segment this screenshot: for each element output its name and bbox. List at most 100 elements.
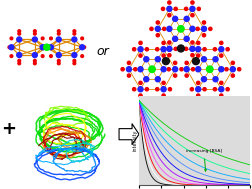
Circle shape <box>126 67 131 72</box>
Circle shape <box>168 88 171 91</box>
Circle shape <box>155 21 159 24</box>
Circle shape <box>219 54 222 57</box>
Circle shape <box>177 45 184 52</box>
Circle shape <box>196 47 200 50</box>
Circle shape <box>196 7 200 10</box>
Circle shape <box>161 81 165 84</box>
Circle shape <box>9 45 14 50</box>
Circle shape <box>195 87 200 92</box>
Circle shape <box>212 88 216 91</box>
Circle shape <box>145 48 148 51</box>
Circle shape <box>190 41 193 44</box>
Circle shape <box>10 55 13 57</box>
Circle shape <box>72 53 77 57</box>
Circle shape <box>208 27 211 30</box>
Circle shape <box>155 26 160 31</box>
Circle shape <box>189 46 194 51</box>
Circle shape <box>189 26 194 31</box>
Circle shape <box>8 46 11 49</box>
Text: or: or <box>96 45 108 57</box>
Circle shape <box>80 37 83 40</box>
Circle shape <box>173 74 176 77</box>
Circle shape <box>33 32 36 35</box>
Text: +: + <box>1 119 16 138</box>
Circle shape <box>184 7 187 10</box>
Circle shape <box>57 32 60 35</box>
Circle shape <box>201 57 206 62</box>
Circle shape <box>184 47 187 50</box>
Circle shape <box>173 61 176 64</box>
Circle shape <box>183 36 188 41</box>
Circle shape <box>196 54 199 57</box>
Circle shape <box>49 37 52 40</box>
Circle shape <box>212 77 217 82</box>
Circle shape <box>202 88 205 91</box>
Circle shape <box>195 67 200 72</box>
Circle shape <box>145 88 148 91</box>
Circle shape <box>17 37 22 42</box>
Circle shape <box>190 1 193 4</box>
Circle shape <box>18 59 20 62</box>
Circle shape <box>18 62 20 65</box>
Circle shape <box>32 37 37 42</box>
Circle shape <box>229 67 234 72</box>
Circle shape <box>79 45 84 50</box>
Circle shape <box>218 67 223 72</box>
Circle shape <box>73 30 75 33</box>
Circle shape <box>190 48 193 51</box>
Circle shape <box>33 62 36 65</box>
Circle shape <box>17 53 22 57</box>
Circle shape <box>41 55 44 57</box>
Circle shape <box>10 37 13 40</box>
Circle shape <box>183 67 188 72</box>
Circle shape <box>155 88 158 91</box>
Circle shape <box>161 87 166 92</box>
Circle shape <box>166 6 171 11</box>
Circle shape <box>184 61 187 64</box>
Circle shape <box>57 59 60 62</box>
Circle shape <box>155 57 160 62</box>
Circle shape <box>155 34 159 37</box>
Circle shape <box>137 47 142 52</box>
Circle shape <box>120 68 124 71</box>
Circle shape <box>73 62 75 65</box>
Circle shape <box>225 88 228 91</box>
Circle shape <box>47 46 50 49</box>
Circle shape <box>161 7 164 10</box>
Circle shape <box>196 94 199 97</box>
Circle shape <box>179 68 182 71</box>
Circle shape <box>189 6 194 11</box>
Circle shape <box>43 46 46 49</box>
Circle shape <box>191 68 194 71</box>
Circle shape <box>56 37 61 42</box>
Circle shape <box>195 47 200 52</box>
Circle shape <box>32 53 37 57</box>
Circle shape <box>201 26 206 31</box>
Circle shape <box>33 30 36 33</box>
Circle shape <box>195 27 199 30</box>
Circle shape <box>73 32 75 35</box>
Circle shape <box>172 16 177 21</box>
Circle shape <box>149 27 152 30</box>
Circle shape <box>196 81 199 84</box>
Circle shape <box>161 41 165 45</box>
Circle shape <box>127 74 130 77</box>
Circle shape <box>173 47 177 50</box>
Circle shape <box>184 74 187 77</box>
Circle shape <box>73 59 75 62</box>
Circle shape <box>172 36 177 41</box>
Circle shape <box>162 58 169 65</box>
Circle shape <box>219 41 222 45</box>
Circle shape <box>230 74 234 77</box>
Circle shape <box>57 62 60 65</box>
Circle shape <box>143 57 148 62</box>
Circle shape <box>49 55 52 57</box>
Circle shape <box>201 77 206 82</box>
Circle shape <box>166 46 171 51</box>
Circle shape <box>202 48 205 51</box>
Circle shape <box>219 94 222 97</box>
Circle shape <box>192 58 199 65</box>
Circle shape <box>177 26 183 32</box>
Circle shape <box>196 41 199 45</box>
Circle shape <box>72 37 77 42</box>
